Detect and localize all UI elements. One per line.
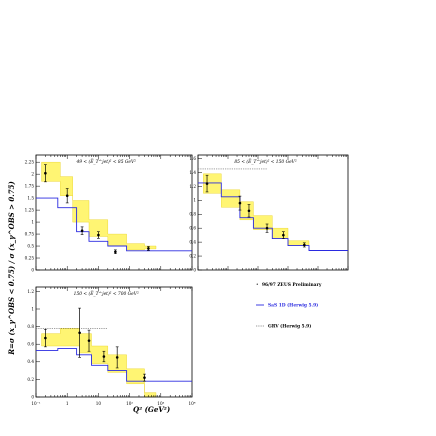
uncertainty-band <box>203 173 310 246</box>
data-point <box>303 243 306 247</box>
panel-label: 49 < (E̅_T^jet)² < 85 GeV² <box>75 159 136 165</box>
legend-label-data: 96/97 ZEUS Preliminary <box>262 283 322 288</box>
data-point <box>115 356 119 359</box>
y-tick-label: 0.6 <box>27 342 34 347</box>
y-tick-label: 0.4 <box>27 359 34 364</box>
y-tick-label: 1.2 <box>189 184 196 189</box>
x-tick-label: 10⁴ <box>188 401 195 406</box>
data-point <box>87 339 91 342</box>
plot-frame <box>35 286 193 398</box>
legend-item-sas: SaS 1D (Herwig 5.9) <box>256 304 318 309</box>
y-tick-label: 2.25 <box>25 160 35 165</box>
y-tick-label: 1.5 <box>27 196 34 201</box>
y-tick-label: 0.6 <box>189 226 196 231</box>
y-tick-label: 1.6 <box>189 156 196 161</box>
y-tick-label: 0.8 <box>27 324 34 329</box>
x-tick-label: 10 <box>96 401 102 406</box>
data-point <box>44 336 47 340</box>
plot-frame <box>197 154 349 271</box>
data-point <box>44 171 47 175</box>
data-point <box>205 182 209 185</box>
panels-group: 0 0.25 0.5 0.75 1 1.25 1.5 1.75 2 2.25 49 < (E̅_T^… <box>25 154 349 406</box>
data-point <box>282 233 285 237</box>
x-axis-label: Q² (GeV²) <box>133 405 170 414</box>
data-point <box>147 247 150 250</box>
y-tick-label: 0.4 <box>189 240 196 245</box>
sas-curve <box>36 348 192 382</box>
legend-label-sas: SaS 1D (Herwig 5.9) <box>268 304 318 309</box>
data-point <box>65 194 69 198</box>
y-tick-label: 0.8 <box>189 212 196 217</box>
panel-3: 0 0.2 0.4 0.6 0.8 1 1.2 10⁻¹ 1 10 10² 10³ 10⁴ 150 < (… <box>27 286 196 406</box>
data-point <box>238 201 242 205</box>
y-axis-label: R=σ (x_γ^OBS < 0.75) / σ (x_γ^OBS > 0.75… <box>7 181 16 356</box>
panel-label: 85 < (E̅_T^jet)² < 150 GeV² <box>234 159 296 165</box>
legend-label-grv: GRV (Herwig 5.9) <box>268 325 311 330</box>
y-tick-label: 0 <box>31 394 34 399</box>
panel-1: 0 0.25 0.5 0.75 1 1.25 1.5 1.75 2 2.25 49 < (E̅_T^… <box>25 154 193 272</box>
panel-label: 150 < (E̅_T^jet)² < 700 GeV² <box>74 291 139 297</box>
y-tick-label: 1.25 <box>25 208 35 213</box>
data-point <box>80 229 84 233</box>
legend-item-data: • 96/97 ZEUS Preliminary <box>256 282 322 288</box>
y-tick-label: 0.5 <box>27 243 34 248</box>
y-tick-label: 0.25 <box>25 255 35 260</box>
y-tick-label: 1.75 <box>25 184 35 189</box>
y-tick-label: 0.2 <box>27 377 34 382</box>
uncertainty-band <box>41 162 157 251</box>
data-point <box>97 233 100 237</box>
y-tick-label: 0 <box>31 267 34 272</box>
y-tick-label: 1 <box>31 219 34 224</box>
data-point <box>114 250 117 254</box>
y-tick-label: 0.75 <box>25 231 35 236</box>
uncertainty-band <box>41 328 157 398</box>
legend-marker: • <box>256 282 258 287</box>
legend-item-grv: GRV (Herwig 5.9) <box>256 325 311 330</box>
data-point <box>247 209 251 213</box>
x-tick-label: 10⁻¹ <box>31 401 41 406</box>
data-point <box>102 355 106 358</box>
data-point <box>78 331 81 335</box>
y-tick-label: 1 <box>193 198 196 203</box>
data-point <box>265 226 269 230</box>
legend: • 96/97 ZEUS Preliminary SaS 1D (Herwig … <box>256 282 322 330</box>
x-tick-label: 10³ <box>157 401 164 406</box>
data-point <box>143 376 146 379</box>
sas-curve <box>198 182 348 251</box>
y-tick-label: 0 <box>193 267 196 272</box>
y-tick-label: 2 <box>31 172 34 177</box>
y-tick-label: 1 <box>31 306 34 311</box>
x-tick-label: 1 <box>66 401 69 406</box>
y-tick-label: 0.2 <box>189 253 196 258</box>
y-tick-label: 1.2 <box>27 289 34 294</box>
panel-2: 0 0.2 0.4 0.6 0.8 1 1.2 1.4 1.6 85 < (E̅_T^jet)² … <box>189 154 349 272</box>
plot-frame <box>35 154 193 271</box>
sas-curve <box>36 197 192 252</box>
y-tick-label: 1.4 <box>189 170 196 175</box>
x-tick-label: 10² <box>126 401 133 406</box>
